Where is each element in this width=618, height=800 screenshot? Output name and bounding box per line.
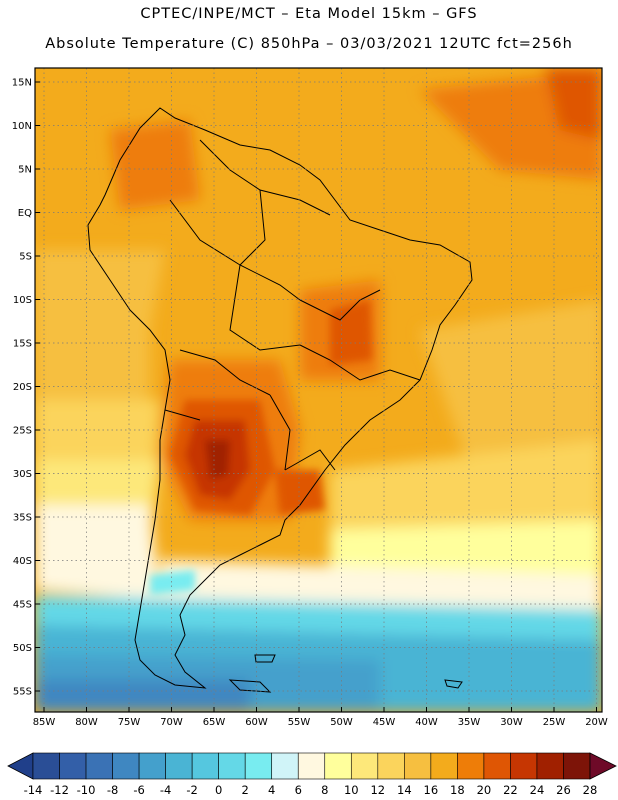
colorbar-swatch (138, 752, 166, 780)
longitude-axis: 85W 80W 75W 70W 65W 60W 55W 50W 45W 40W 35W 30W 25W 2… (33, 707, 608, 728)
lon-label: 60W (245, 717, 268, 728)
colorbar-swatch (324, 752, 352, 780)
colorbar-label: -14 (24, 783, 43, 797)
title-line-2: Absolute Temperature (C) 850hPa – 03/03/… (45, 36, 573, 52)
colorbar-label: 28 (583, 783, 598, 797)
lon-label: 50W (330, 717, 353, 728)
colorbar-label: 8 (321, 783, 328, 797)
colorbar-swatch (297, 752, 326, 780)
colorbar-label: -2 (186, 783, 197, 797)
lon-label: 65W (203, 717, 226, 728)
lat-label: 15N (12, 78, 32, 89)
colorbar-label: 24 (530, 783, 545, 797)
lat-label: 5N (18, 165, 32, 176)
temperature-field (35, 68, 602, 712)
lat-label: EQ (18, 208, 32, 219)
lon-label: 20W (585, 717, 608, 728)
colorbar-swatch (536, 752, 564, 780)
lat-label: 10S (13, 295, 32, 306)
colorbar-swatch (59, 752, 87, 780)
colorbar-swatch (244, 752, 273, 780)
lon-label: 85W (33, 717, 56, 728)
colorbar-swatch (563, 752, 591, 780)
colorbar-swatch (165, 752, 193, 780)
colorbar-label: -12 (50, 783, 69, 797)
colorbar-label: 22 (503, 783, 518, 797)
colorbar-swatch (483, 752, 511, 780)
lat-label: 25S (13, 426, 32, 437)
colorbar-label: 0 (215, 783, 222, 797)
colorbar-swatch (510, 752, 538, 780)
colorbar-label: 18 (450, 783, 465, 797)
colorbar-labels: -14 -12 -10 -8 -6 -4 -2 0 2 4 6 8 10 12 14 16 18 20 22 24 26… (24, 783, 598, 797)
colorbar-swatch (457, 752, 485, 780)
colorbar-swatch (85, 752, 113, 780)
lat-label: 35S (13, 513, 32, 524)
lon-label: 25W (543, 717, 566, 728)
lon-label: 30W (500, 717, 523, 728)
colorbar-label: -10 (77, 783, 96, 797)
title-line-1: CPTEC/INPE/MCT – Eta Model 15km – GFS (140, 6, 478, 22)
latitude-axis: 15N 10N 5N EQ 5S 10S 15S 20S 25S 30S 35S 40S 45S 50S 5… (12, 78, 40, 698)
lon-label: 75W (118, 717, 141, 728)
lat-label: 50S (13, 643, 32, 654)
colorbar-swatch (350, 752, 379, 780)
colorbar-label: 12 (370, 783, 385, 797)
colorbar-swatch (404, 752, 432, 780)
colorbar-label: -6 (133, 783, 144, 797)
colorbar-swatch (377, 752, 405, 780)
lat-label: 5S (19, 252, 32, 263)
lon-label: 35W (458, 717, 481, 728)
lat-label: 10N (12, 121, 32, 132)
colorbar-label: -4 (160, 783, 171, 797)
lon-label: 40W (415, 717, 438, 728)
lon-label: 70W (160, 717, 183, 728)
colorbar-label: 6 (295, 783, 302, 797)
lon-label: 55W (288, 717, 311, 728)
coastlines (87, 107, 473, 693)
map-frame (34, 67, 603, 713)
colorbar-label: -8 (107, 783, 118, 797)
colorbar-label: 2 (242, 783, 249, 797)
colorbar-swatch (430, 752, 458, 780)
colorbar-swatch (191, 752, 219, 780)
colorbar-label: 4 (268, 783, 275, 797)
colorbar-swatch (271, 752, 299, 780)
colorbar-swatch (112, 752, 140, 780)
lat-label: 15S (13, 339, 32, 350)
colorbar-label: 26 (556, 783, 571, 797)
colorbar-swatch (218, 752, 246, 780)
colorbar-max-arrow (589, 752, 617, 780)
colorbar-label: 20 (477, 783, 492, 797)
colorbar-label: 16 (424, 783, 439, 797)
lat-label: 55S (13, 687, 32, 698)
colorbar-swatch (32, 752, 60, 780)
lat-label: 30S (13, 469, 32, 480)
lat-label: 20S (13, 382, 32, 393)
colorbar-label: 14 (397, 783, 412, 797)
colorbar (7, 752, 617, 780)
lat-label: 45S (13, 600, 32, 611)
colorbar-label: 10 (344, 783, 359, 797)
lat-label: 40S (13, 556, 32, 567)
colorbar-min-arrow (7, 752, 34, 780)
lon-label: 80W (75, 717, 98, 728)
coordinate-grid (35, 68, 602, 712)
lon-label: 45W (373, 717, 396, 728)
